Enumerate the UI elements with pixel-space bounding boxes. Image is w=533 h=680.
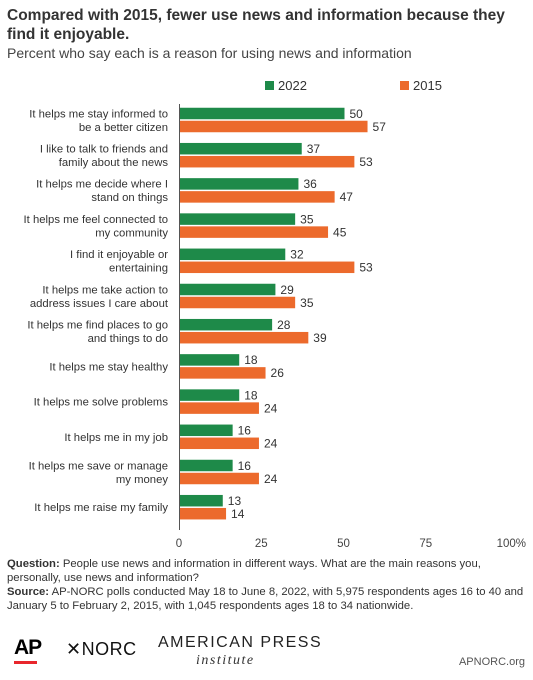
data-label-2015: 26 <box>271 366 285 380</box>
data-label-2015: 14 <box>231 507 245 521</box>
bar-2022 <box>180 248 286 261</box>
api-logo-top: AMERICAN PRESS <box>158 634 323 651</box>
bar-2022 <box>180 354 240 366</box>
norc-logo: ✕NORC <box>66 639 137 659</box>
data-label-2022: 16 <box>238 459 252 473</box>
bar-2022 <box>180 107 345 120</box>
data-label-2015: 24 <box>264 401 278 415</box>
chart-title: Compared with 2015, fewer use news and i… <box>7 7 505 43</box>
data-label-2022: 37 <box>307 142 321 156</box>
bar-2022 <box>180 213 296 225</box>
notes: Question: People use news and informatio… <box>7 557 527 613</box>
x-tick-label: 50 <box>337 538 350 550</box>
bar-2022 <box>180 459 233 472</box>
data-label-2015: 24 <box>264 472 278 486</box>
category-label: entertaining <box>109 263 168 275</box>
data-label-2015: 39 <box>313 331 327 345</box>
bar-2015 <box>180 437 259 450</box>
category-label: It helps me in my job <box>64 432 168 444</box>
bar-2015 <box>180 472 259 485</box>
x-tick-label: 0 <box>176 538 182 550</box>
bar-2022 <box>180 494 223 507</box>
category-label: address issues I care about <box>30 298 169 310</box>
x-tick-label: 25 <box>255 538 268 550</box>
ap-logo: AP <box>14 636 42 659</box>
bar-2015 <box>180 191 335 203</box>
bar-2022 <box>180 178 299 190</box>
data-label-2022: 35 <box>300 212 314 226</box>
data-label-2015: 53 <box>359 155 373 169</box>
bar-2015 <box>180 507 227 520</box>
category-label: stand on things <box>91 192 168 204</box>
category-label: It helps me stay healthy <box>49 361 168 373</box>
category-label: It helps me stay informed to <box>29 108 168 120</box>
data-label-2015: 47 <box>340 190 354 204</box>
site-url: APNORC.org <box>458 656 525 668</box>
bar-2015 <box>180 155 355 168</box>
x-tick-label: 100% <box>497 538 526 550</box>
x-tick-label: 75 <box>419 538 432 550</box>
data-label-2022: 29 <box>280 283 294 297</box>
ap-logo-underline <box>14 661 37 664</box>
data-label-2022: 16 <box>238 424 252 438</box>
bar-2015 <box>180 261 355 274</box>
category-label: be a better citizen <box>79 122 168 134</box>
source-note: Source: AP-NORC polls conducted May 18 t… <box>7 585 527 613</box>
data-label-2022: 32 <box>290 248 304 262</box>
bar-2022 <box>180 283 276 296</box>
category-label: my community <box>95 227 168 239</box>
category-label: It helps me find places to go <box>27 319 168 331</box>
data-label-2015: 53 <box>359 261 373 275</box>
data-label-2022: 18 <box>244 388 258 402</box>
bar-2015 <box>180 120 368 133</box>
bar-2015 <box>180 367 266 379</box>
category-label: family about the news <box>59 157 169 169</box>
source-text: AP-NORC polls conducted May 18 to June 8… <box>7 586 524 612</box>
data-label-2022: 13 <box>228 494 242 508</box>
api-logo-bottom: institute <box>196 653 255 668</box>
category-label: It helps me take action to <box>42 284 168 296</box>
data-label-2015: 45 <box>333 225 347 239</box>
question-note: Question: People use news and informatio… <box>7 557 527 585</box>
category-label: It helps me raise my family <box>34 502 168 514</box>
bar-2022 <box>180 318 273 331</box>
legend-label-2015: 2015 <box>413 78 442 93</box>
legend-label-2022: 2022 <box>278 78 307 93</box>
data-label-2022: 28 <box>277 318 291 332</box>
category-label: It helps me feel connected to <box>24 214 168 226</box>
source-label: Source: <box>7 586 50 598</box>
footer: AP ✕NORC AMERICAN PRESS institute APNORC… <box>0 625 533 680</box>
data-label-2022: 18 <box>244 353 258 367</box>
bar-2022 <box>180 389 240 401</box>
category-label: It helps me solve problems <box>34 397 169 409</box>
bar-2015 <box>180 226 329 238</box>
category-label: It helps me save or manage <box>29 460 168 472</box>
category-label: and things to do <box>88 333 168 345</box>
data-label-2015: 57 <box>373 120 387 134</box>
question-text: People use news and information in diffe… <box>7 558 481 584</box>
data-label-2015: 35 <box>300 296 314 310</box>
legend-swatch-2015 <box>400 81 409 90</box>
data-label-2015: 24 <box>264 437 278 451</box>
bar-2015 <box>180 402 259 414</box>
bar-2015 <box>180 331 309 344</box>
category-label: my money <box>116 474 168 486</box>
bar-2022 <box>180 142 302 155</box>
legend-swatch-2022 <box>265 81 274 90</box>
bar-2022 <box>180 424 233 437</box>
category-label: I like to talk to friends and <box>40 143 168 155</box>
data-label-2022: 50 <box>350 107 364 121</box>
category-label: I find it enjoyable or <box>70 249 168 261</box>
question-label: Question: <box>7 558 60 570</box>
chart-subtitle: Percent who say each is a reason for usi… <box>7 45 412 61</box>
bar-2015 <box>180 296 296 309</box>
bar-chart: 2022 2015 It helps me stay informed to be a… <box>24 78 526 550</box>
data-label-2022: 36 <box>303 177 317 191</box>
category-label: It helps me decide where I <box>36 179 168 191</box>
